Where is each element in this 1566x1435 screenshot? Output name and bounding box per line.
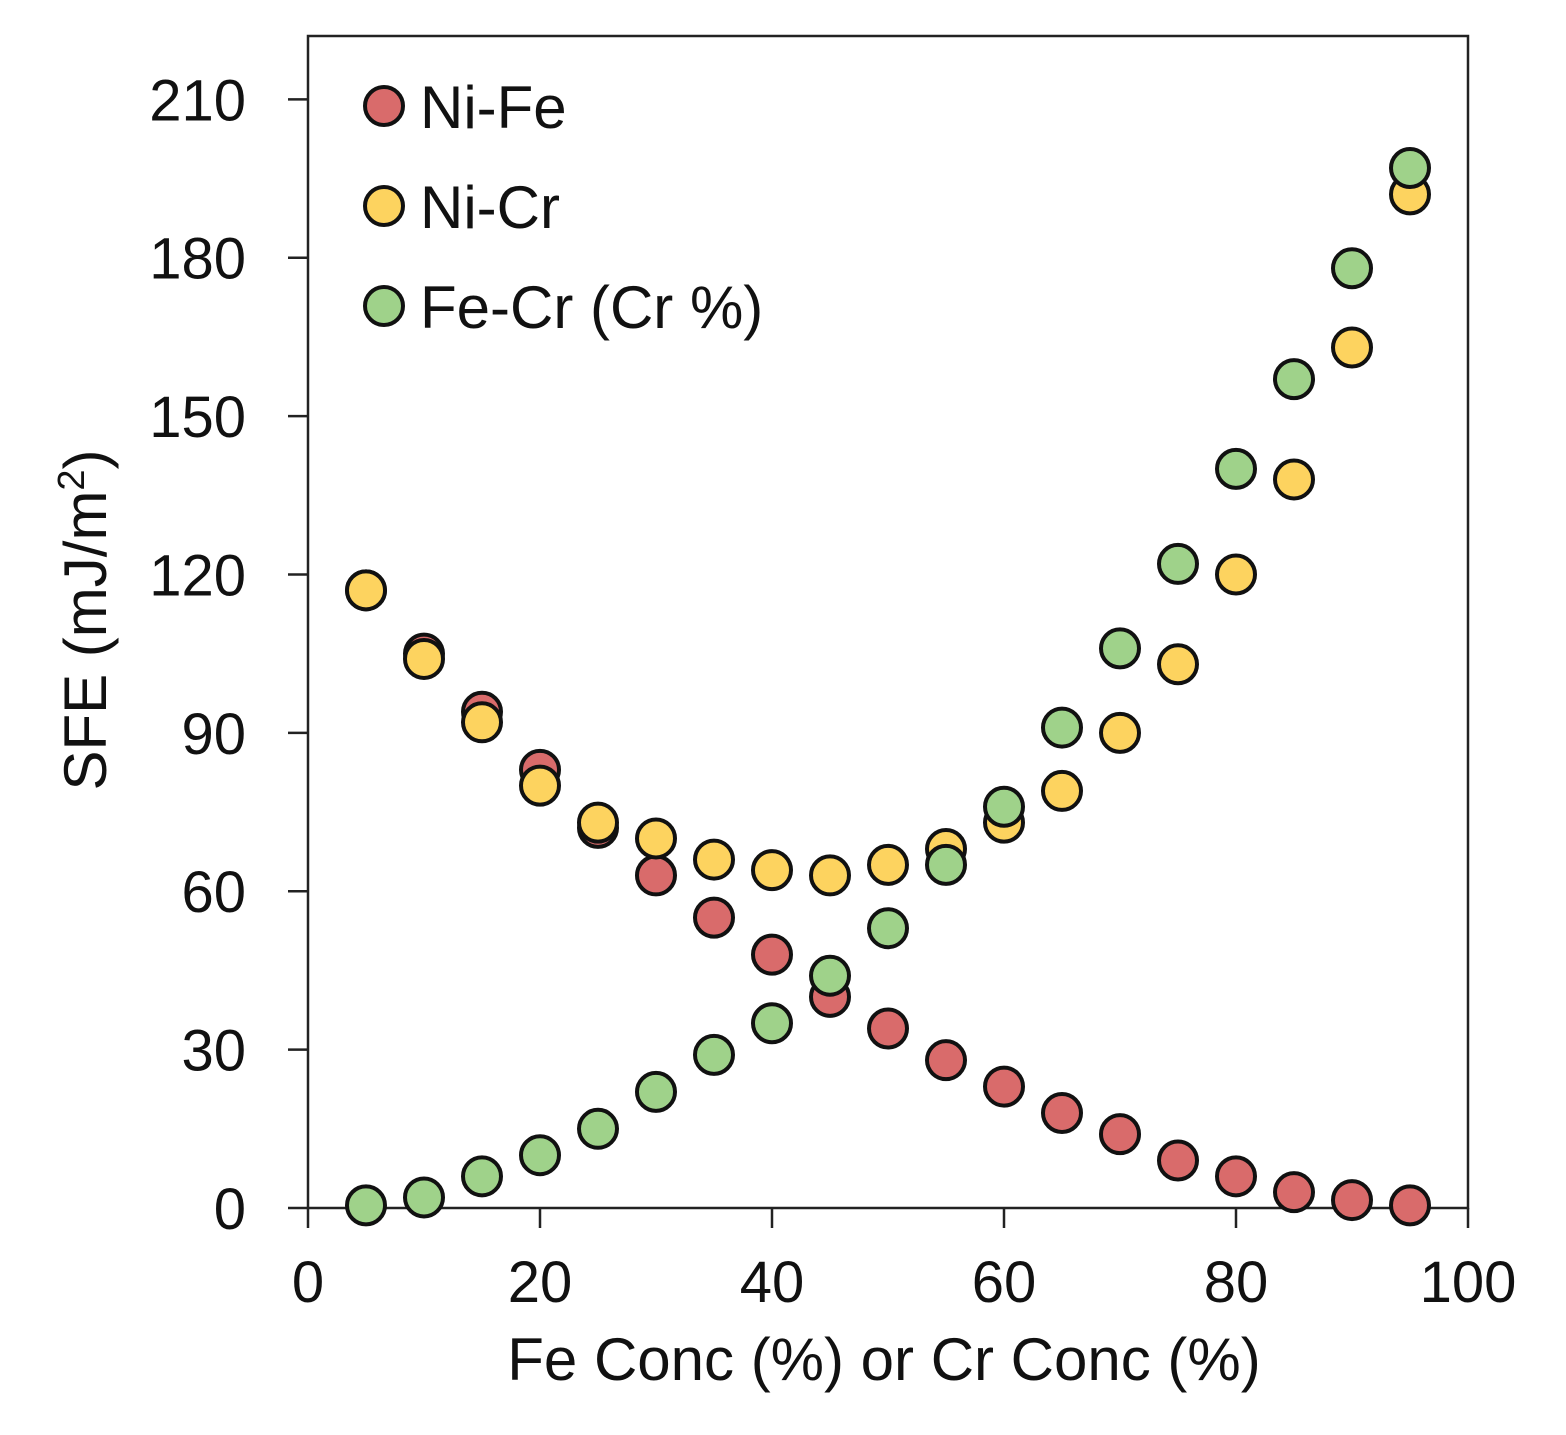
point-ni-fe — [1389, 1184, 1431, 1227]
point-ni-fe — [1273, 1171, 1315, 1214]
point-fe-cr-cr — [1215, 447, 1257, 490]
point-ni-cr — [693, 838, 735, 881]
point-fe-cr-cr — [1331, 247, 1373, 290]
point-ni-fe — [925, 1039, 967, 1082]
legend-marker — [363, 185, 405, 227]
point-fe-cr-cr — [1041, 706, 1083, 749]
point-ni-fe — [1331, 1179, 1373, 1222]
point-ni-fe — [693, 896, 735, 939]
point-ni-cr — [809, 854, 851, 897]
point-ni-fe — [1099, 1113, 1141, 1156]
point-ni-cr — [1215, 553, 1257, 596]
legend-label: Ni-Fe — [420, 74, 567, 141]
point-ni-cr — [635, 817, 677, 860]
y-axis-title-superscript: 2 — [51, 469, 93, 490]
series-ni-cr — [345, 173, 1431, 897]
legend-marker — [363, 285, 405, 327]
point-ni-fe — [1215, 1155, 1257, 1198]
point-ni-cr — [1099, 711, 1141, 754]
data-points — [345, 146, 1431, 1227]
point-ni-fe — [1157, 1139, 1199, 1182]
point-ni-fe — [635, 854, 677, 897]
legend-label: Fe-Cr (Cr %) — [420, 274, 763, 341]
axes: 0 30 60 90 120 150 180 210 0 20 40 60 80 100 — [149, 68, 1516, 1315]
series-ni-fe — [345, 569, 1431, 1227]
point-fe-cr-cr — [983, 785, 1025, 828]
point-fe-cr-cr — [925, 843, 967, 886]
y-tick-label: 120 — [149, 543, 246, 608]
x-tick-label: 80 — [1204, 1250, 1269, 1315]
point-fe-cr-cr — [461, 1155, 503, 1198]
point-ni-cr — [1273, 458, 1315, 501]
y-tick-label: 150 — [149, 385, 246, 450]
y-tick-label: 0 — [214, 1177, 246, 1242]
point-fe-cr-cr — [751, 1002, 793, 1045]
y-axis-title: SFE (mJ/m2) — [51, 449, 119, 790]
point-ni-cr — [867, 843, 909, 886]
point-ni-cr — [345, 569, 387, 612]
point-fe-cr-cr — [519, 1134, 561, 1177]
point-ni-fe — [1041, 1091, 1083, 1134]
y-tick-label: 30 — [181, 1019, 246, 1084]
y-axis-title-close: ) — [52, 449, 119, 469]
x-tick-label: 40 — [740, 1250, 805, 1315]
point-fe-cr-cr — [635, 1070, 677, 1113]
x-tick-label: 0 — [292, 1250, 324, 1315]
point-fe-cr-cr — [1157, 542, 1199, 585]
point-ni-cr — [1157, 643, 1199, 686]
point-fe-cr-cr — [1099, 627, 1141, 670]
point-fe-cr-cr — [809, 954, 851, 997]
y-tick-label: 60 — [181, 860, 246, 925]
point-fe-cr-cr — [577, 1107, 619, 1150]
y-tick-label: 210 — [149, 68, 246, 133]
legend-marker — [363, 85, 405, 127]
point-ni-cr — [1041, 769, 1083, 812]
x-tick-label: 20 — [508, 1250, 573, 1315]
y-axis-title-main: SFE (mJ/m — [52, 491, 119, 791]
point-fe-cr-cr — [403, 1176, 445, 1219]
point-ni-cr — [751, 849, 793, 892]
x-tick-label: 100 — [1420, 1250, 1517, 1315]
y-tick-label: 90 — [181, 702, 246, 767]
point-fe-cr-cr — [1273, 358, 1315, 401]
point-ni-fe — [983, 1065, 1025, 1108]
series-fe-cr-cr — [345, 146, 1431, 1227]
legend-label: Ni-Cr — [420, 174, 560, 241]
point-fe-cr-cr — [867, 907, 909, 950]
legend: Ni-Fe Ni-Cr Fe-Cr (Cr %) — [363, 74, 763, 341]
point-ni-fe — [867, 1007, 909, 1050]
x-tick-label: 60 — [972, 1250, 1037, 1315]
point-ni-cr — [1331, 326, 1373, 369]
point-ni-cr — [519, 764, 561, 807]
point-ni-cr — [461, 701, 503, 744]
plot-frame — [306, 34, 1470, 1210]
point-fe-cr-cr — [345, 1184, 387, 1227]
point-fe-cr-cr — [693, 1033, 735, 1076]
point-ni-cr — [577, 801, 619, 844]
point-ni-fe — [751, 933, 793, 976]
point-ni-cr — [403, 637, 445, 680]
y-tick-label: 180 — [149, 227, 246, 292]
point-fe-cr-cr — [1389, 146, 1431, 189]
x-axis-title: Fe Conc (%) or Cr Conc (%) — [507, 1326, 1260, 1393]
